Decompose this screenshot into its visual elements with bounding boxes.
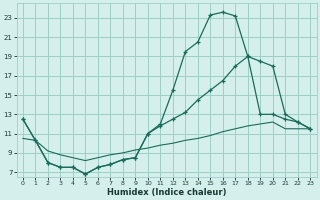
X-axis label: Humidex (Indice chaleur): Humidex (Indice chaleur) [107,188,226,197]
